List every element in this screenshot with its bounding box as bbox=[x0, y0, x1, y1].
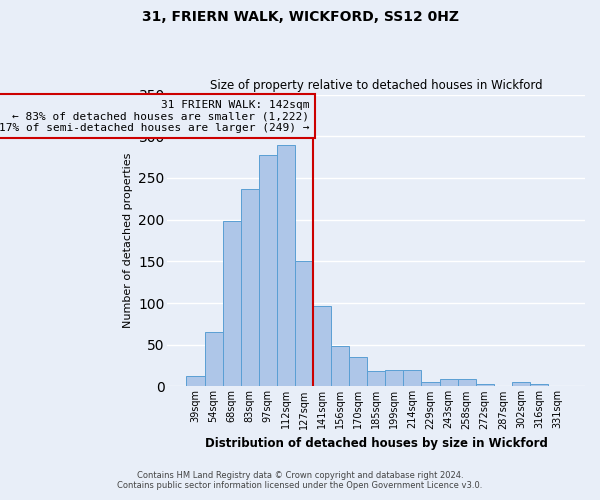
Title: Size of property relative to detached houses in Wickford: Size of property relative to detached ho… bbox=[210, 79, 542, 92]
Bar bbox=[187, 376, 205, 386]
Bar bbox=[421, 382, 440, 386]
Bar bbox=[349, 357, 367, 386]
Bar bbox=[205, 332, 223, 386]
Bar bbox=[241, 189, 259, 386]
Text: 31, FRIERN WALK, WICKFORD, SS12 0HZ: 31, FRIERN WALK, WICKFORD, SS12 0HZ bbox=[142, 10, 458, 24]
X-axis label: Distribution of detached houses by size in Wickford: Distribution of detached houses by size … bbox=[205, 437, 548, 450]
Bar bbox=[440, 379, 458, 386]
Bar bbox=[331, 346, 349, 387]
Text: Contains HM Land Registry data © Crown copyright and database right 2024.
Contai: Contains HM Land Registry data © Crown c… bbox=[118, 470, 482, 490]
Bar bbox=[295, 262, 313, 386]
Bar bbox=[367, 372, 385, 386]
Bar bbox=[530, 384, 548, 386]
Y-axis label: Number of detached properties: Number of detached properties bbox=[123, 153, 133, 328]
Bar bbox=[223, 222, 241, 386]
Bar bbox=[277, 146, 295, 386]
Bar bbox=[476, 384, 494, 386]
Bar bbox=[458, 379, 476, 386]
Text: 31 FRIERN WALK: 142sqm
← 83% of detached houses are smaller (1,222)
17% of semi-: 31 FRIERN WALK: 142sqm ← 83% of detached… bbox=[0, 100, 310, 133]
Bar bbox=[512, 382, 530, 386]
Bar bbox=[403, 370, 421, 386]
Bar bbox=[385, 370, 403, 386]
Bar bbox=[259, 154, 277, 386]
Bar bbox=[313, 306, 331, 386]
